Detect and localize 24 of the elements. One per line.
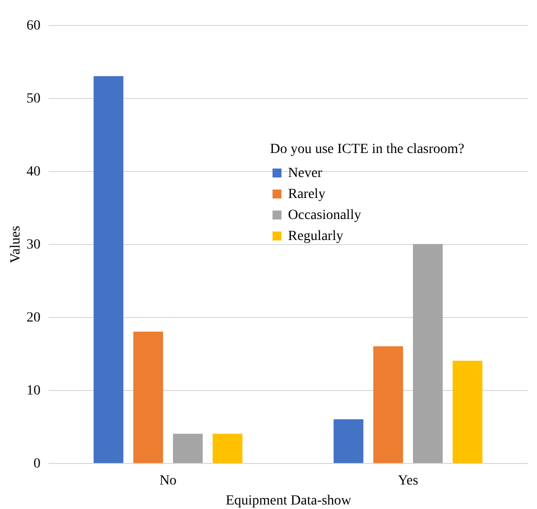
y-tick-label: 0 bbox=[34, 456, 40, 472]
bar bbox=[133, 332, 164, 463]
legend-label: Occasionally bbox=[288, 208, 362, 223]
bar bbox=[373, 346, 404, 463]
bar bbox=[412, 244, 443, 463]
legend-label: Rarely bbox=[288, 187, 326, 202]
y-tick-label: 60 bbox=[26, 18, 40, 34]
x-tick-label: No bbox=[159, 474, 177, 488]
y-tick-label: 40 bbox=[26, 164, 40, 180]
y-tick-label: 10 bbox=[26, 384, 40, 398]
bar bbox=[212, 434, 242, 463]
y-tick-label: 30 bbox=[26, 238, 40, 252]
y-axis-title: Values bbox=[8, 226, 24, 264]
bar bbox=[452, 360, 482, 463]
legend-label: Never bbox=[288, 166, 323, 181]
bar bbox=[94, 76, 124, 463]
x-tick-label: Yes bbox=[398, 474, 418, 488]
bar bbox=[334, 419, 364, 463]
bar bbox=[172, 434, 203, 463]
legend-title: Do you use ICTE in the clasroom? bbox=[270, 142, 464, 157]
x-axis-title: Equipment Data-show bbox=[226, 494, 352, 508]
y-tick-label: 50 bbox=[26, 92, 40, 106]
legend-label: Regularly bbox=[288, 229, 344, 244]
y-tick-label: 20 bbox=[26, 310, 40, 326]
